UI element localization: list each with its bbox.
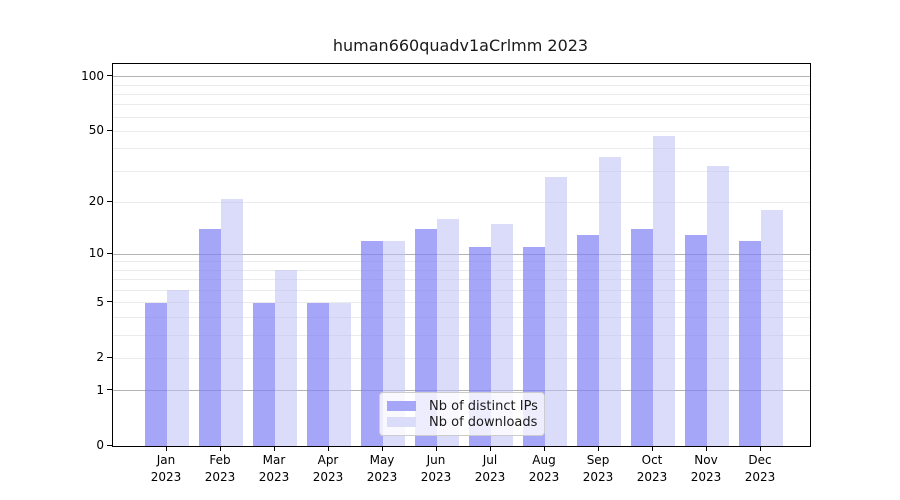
bar-downloads-jun bbox=[437, 219, 459, 446]
x-tick-nov bbox=[705, 446, 707, 451]
downloads-color-swatch bbox=[387, 417, 416, 427]
bar-downloads-oct bbox=[653, 136, 675, 446]
minor-gridline-20 bbox=[113, 201, 810, 203]
y-tick-0 bbox=[107, 444, 112, 446]
legend: Nb of distinct IPs Nb of downloads bbox=[379, 392, 545, 436]
bar-ips-may bbox=[361, 240, 383, 446]
minor-gridline-5 bbox=[113, 302, 810, 304]
x-tick-label-feb: Feb 2023 bbox=[204, 453, 236, 484]
bar-downloads-sep bbox=[599, 157, 621, 446]
minor-gridline-90 bbox=[113, 84, 810, 86]
x-tick-aug bbox=[543, 446, 545, 451]
bar-ips-dec bbox=[739, 240, 761, 446]
x-tick-label-mar: Mar 2023 bbox=[258, 453, 290, 484]
x-tick-label-nov: Nov 2023 bbox=[690, 453, 722, 484]
y-tick-20 bbox=[107, 200, 112, 202]
legend-label-ips: Nb of distinct IPs bbox=[429, 398, 538, 414]
bar-downloads-feb bbox=[221, 198, 243, 446]
x-tick-label-apr: Apr 2023 bbox=[312, 453, 344, 484]
x-tick-sep bbox=[597, 446, 599, 451]
x-tick-jun bbox=[435, 446, 437, 451]
bar-ips-jun bbox=[415, 229, 437, 446]
plot-area bbox=[112, 63, 811, 447]
y-tick-5 bbox=[107, 301, 112, 303]
x-tick-label-aug: Aug 2023 bbox=[528, 453, 560, 484]
x-tick-label-dec: Dec 2023 bbox=[744, 453, 776, 484]
major-gridline-100 bbox=[113, 76, 810, 78]
minor-gridline-9 bbox=[113, 261, 810, 263]
ips-color-swatch bbox=[387, 401, 416, 411]
minor-gridline-2 bbox=[113, 357, 810, 359]
minor-gridline-30 bbox=[113, 170, 810, 172]
x-tick-label-jun: Jun 2023 bbox=[420, 453, 452, 484]
x-tick-label-oct: Oct 2023 bbox=[636, 453, 668, 484]
y-tick-label-20: 20 bbox=[88, 194, 104, 209]
bar-ips-jan bbox=[145, 302, 167, 446]
y-tick-10 bbox=[107, 252, 112, 254]
minor-gridline-3 bbox=[113, 334, 810, 336]
y-tick-label-2: 2 bbox=[96, 350, 104, 365]
x-tick-jan bbox=[165, 446, 167, 451]
x-tick-may bbox=[381, 446, 383, 451]
y-tick-label-50: 50 bbox=[88, 123, 104, 138]
y-tick-100 bbox=[107, 75, 112, 77]
bar-ips-apr bbox=[307, 302, 329, 446]
major-gridline-1 bbox=[113, 390, 810, 392]
y-tick-1 bbox=[107, 389, 112, 391]
minor-gridline-60 bbox=[113, 116, 810, 118]
bar-ips-oct bbox=[631, 229, 653, 446]
y-tick-50 bbox=[107, 129, 112, 131]
legend-label-downloads: Nb of downloads bbox=[429, 414, 538, 430]
minor-gridline-70 bbox=[113, 104, 810, 106]
bar-downloads-apr bbox=[329, 302, 351, 446]
bar-ips-nov bbox=[685, 234, 707, 446]
bar-downloads-jul bbox=[491, 224, 513, 446]
x-tick-jul bbox=[489, 446, 491, 451]
y-tick-label-0: 0 bbox=[96, 438, 104, 452]
x-tick-label-sep: Sep 2023 bbox=[582, 453, 614, 484]
bar-downloads-mar bbox=[275, 270, 297, 446]
y-tick-2 bbox=[107, 356, 112, 358]
bar-downloads-jan bbox=[167, 290, 189, 446]
major-gridline-10 bbox=[113, 253, 810, 255]
minor-gridline-80 bbox=[113, 93, 810, 95]
x-tick-label-jul: Jul 2023 bbox=[474, 453, 506, 484]
x-tick-oct bbox=[651, 446, 653, 451]
legend-item-downloads: Nb of downloads bbox=[387, 414, 538, 430]
minor-gridline-4 bbox=[113, 316, 810, 318]
bar-downloads-dec bbox=[761, 210, 783, 446]
bar-ips-feb bbox=[199, 229, 221, 446]
bar-downloads-nov bbox=[707, 166, 729, 446]
x-tick-mar bbox=[273, 446, 275, 451]
y-tick-label-5: 5 bbox=[96, 294, 104, 309]
x-tick-apr bbox=[327, 446, 329, 451]
chart-title: human660quadv1aCrlmm 2023 bbox=[332, 36, 589, 55]
legend-item-distinct-ips: Nb of distinct IPs bbox=[387, 398, 538, 414]
bar-ips-mar bbox=[253, 302, 275, 446]
minor-gridline-6 bbox=[113, 289, 810, 291]
minor-gridline-40 bbox=[113, 148, 810, 150]
y-tick-label-10: 10 bbox=[88, 246, 104, 261]
minor-gridline-50 bbox=[113, 130, 810, 132]
bar-downloads-aug bbox=[545, 176, 567, 446]
y-tick-label-1: 1 bbox=[96, 382, 104, 397]
bar-ips-sep bbox=[577, 234, 599, 446]
minor-gridline-7 bbox=[113, 279, 810, 281]
x-tick-label-may: May 2023 bbox=[366, 453, 398, 484]
minor-gridline-8 bbox=[113, 269, 810, 271]
x-tick-label-jan: Jan 2023 bbox=[150, 453, 182, 484]
x-tick-dec bbox=[759, 446, 761, 451]
x-tick-feb bbox=[219, 446, 221, 451]
y-tick-label-100: 100 bbox=[81, 68, 104, 83]
